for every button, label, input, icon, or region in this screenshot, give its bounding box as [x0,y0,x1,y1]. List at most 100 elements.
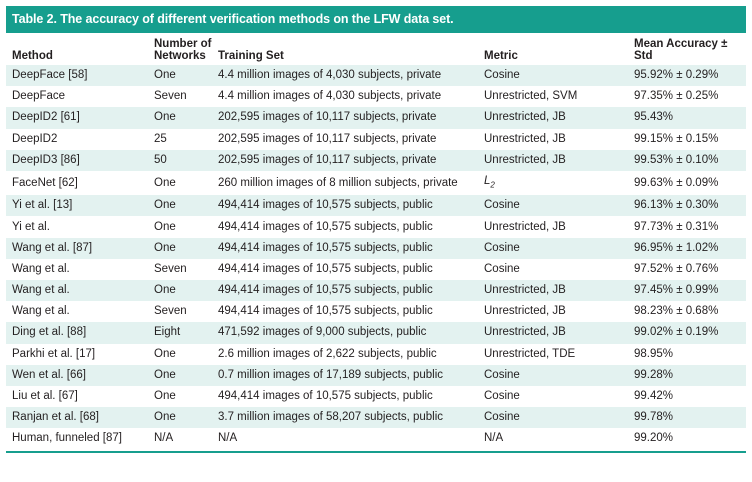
table-row: Wen et al. [66] One 0.7 million images of … [6,364,746,386]
cell-networks: One [154,199,176,212]
cell-training-set: N/A [218,432,238,445]
cell-accuracy: 98.23% ± 0.68% [634,305,719,318]
cell-networks: N/A [154,432,174,445]
header-networks-line2: Networks [154,50,206,62]
table-row: DeepID2 [61] One 202,595 images of 10,117 … [6,107,746,129]
cell-accuracy: 99.63% ± 0.09% [634,176,719,189]
table-row: DeepFace [58] One 4.4 million images of 4,… [6,65,746,87]
cell-method: Wang et al. [12,284,70,297]
cell-metric: Cosine [484,262,520,275]
cell-accuracy: 99.28% [634,368,674,381]
table-row: Yi et al. One 494,414 images of 10,575 sub… [6,216,746,237]
cell-networks: One [154,284,176,297]
cell-training-set: 3.7 million images of 58,207 subjects, p… [218,411,444,424]
cell-metric: Cosine [484,368,520,381]
cell-networks: One [154,69,176,82]
cell-accuracy: 99.02% ± 0.19% [634,326,719,339]
cell-training-set: 471,592 images of 9,000 subjects, public [218,326,427,339]
cell-method: Ranjan et al. [68] [12,411,99,424]
accuracy-table: Method Number of Networks Training Set Me… [6,33,746,449]
table-row: DeepID2 25 202,595 images of 10,117 subjec… [6,129,746,150]
cell-accuracy: 99.20% [634,432,674,445]
cell-method: Wen et al. [66] [12,368,86,381]
cell-networks: One [154,368,176,381]
cell-training-set: 0.7 million images of 17,189 subjects, p… [218,368,444,381]
cell-training-set: 494,414 images of 10,575 subjects, publi… [218,284,433,297]
cell-metric: Unrestricted, JB [484,132,566,145]
cell-metric: Cosine [484,69,520,82]
cell-method: Wang et al. [87] [12,241,93,254]
cell-method: Ding et al. [88] [12,326,87,339]
cell-metric: Unrestricted, JB [484,111,566,124]
cell-method: DeepID2 [12,132,58,145]
cell-training-set: 494,414 images of 10,575 subjects, publi… [218,305,433,318]
table-row: Yi et al. [13] One 494,414 images of 10,57… [6,195,746,217]
cell-metric: Unrestricted, JB [484,220,566,233]
cell-accuracy: 98.95% [634,347,674,360]
table-title: Table 2. The accuracy of different verif… [6,6,746,33]
header-accuracy: Mean Accuracy ± Std [634,38,728,62]
cell-training-set: 494,414 images of 10,575 subjects, publi… [218,262,433,275]
cell-training-set: 494,414 images of 10,575 subjects, publi… [218,241,433,254]
cell-accuracy: 99.15% ± 0.15% [634,132,719,145]
table-row: Wang et al. Seven 494,414 images of 10,575… [6,301,746,322]
cell-accuracy: 99.53% ± 0.10% [634,153,719,166]
cell-accuracy: 97.73% ± 0.31% [634,220,719,233]
cell-training-set: 202,595 images of 10,117 subjects, priva… [218,111,437,124]
cell-training-set: 202,595 images of 10,117 subjects, priva… [218,132,437,145]
cell-method: Wang et al. [12,262,70,275]
cell-training-set: 494,414 images of 10,575 subjects, publi… [218,390,433,403]
cell-accuracy: 99.42% [634,390,674,403]
cell-method: DeepFace [12,90,66,103]
table-row: FaceNet [62] One 260 million images of 8 m… [6,171,746,195]
cell-metric: Cosine [484,199,520,212]
table-body: DeepFace [58] One 4.4 million images of 4,… [6,65,746,449]
cell-training-set: 260 million images of 8 million subjects… [218,176,458,189]
cell-training-set: 494,414 images of 10,575 subjects, publi… [218,220,433,233]
cell-networks: 25 [154,132,167,145]
header-row: Method Number of Networks Training Set Me… [6,33,746,65]
cell-networks: Seven [154,90,187,103]
table-row: Parkhi et al. [17] One 2.6 million images … [6,344,746,365]
cell-metric: Unrestricted, JB [484,284,566,297]
cell-method: Liu et al. [67] [12,390,78,403]
cell-method: DeepFace [58] [12,69,88,82]
table-row: Ranjan et al. [68] One 3.7 million images … [6,407,746,429]
cell-method: DeepID3 [86] [12,153,80,166]
cell-method: Human, funneled [87] [12,432,122,445]
cell-method: Parkhi et al. [17] [12,347,96,360]
cell-accuracy: 95.43% [634,111,674,124]
cell-networks: One [154,347,176,360]
cell-networks: One [154,390,176,403]
cell-training-set: 4.4 million images of 4,030 subjects, pr… [218,69,442,82]
cell-metric: L2 [484,171,634,195]
cell-metric: Unrestricted, JB [484,153,566,166]
cell-networks: One [154,241,176,254]
metric-subscript: 2 [490,180,495,190]
table-row: Liu et al. [67] One 494,414 images of 10,5… [6,386,746,407]
cell-accuracy: 97.52% ± 0.76% [634,262,719,275]
cell-metric: Cosine [484,390,520,403]
cell-metric: Cosine [484,241,520,254]
cell-networks: 50 [154,153,167,166]
header-method: Method [12,50,53,62]
cell-metric: N/A [484,432,504,445]
cell-metric: Cosine [484,411,520,424]
cell-accuracy: 96.13% ± 0.30% [634,199,719,212]
metric-base: L [484,174,491,187]
cell-accuracy: 95.92% ± 0.29% [634,69,719,82]
cell-networks: One [154,411,176,424]
cell-accuracy: 97.45% ± 0.99% [634,284,719,297]
bottom-rule [6,451,746,454]
table-row: DeepFace Seven 4.4 million images of 4,030… [6,86,746,107]
cell-training-set: 4.4 million images of 4,030 subjects, pr… [218,90,442,103]
cell-metric: Unrestricted, TDE [484,347,576,360]
cell-networks: One [154,220,176,233]
cell-networks: Seven [154,305,187,318]
cell-accuracy: 97.35% ± 0.25% [634,90,719,103]
table-row: Wang et al. Seven 494,414 images of 10,575… [6,259,746,280]
cell-networks: One [154,176,176,189]
cell-accuracy: 96.95% ± 1.02% [634,241,719,254]
metric-l2-norm: L2 [484,174,495,190]
